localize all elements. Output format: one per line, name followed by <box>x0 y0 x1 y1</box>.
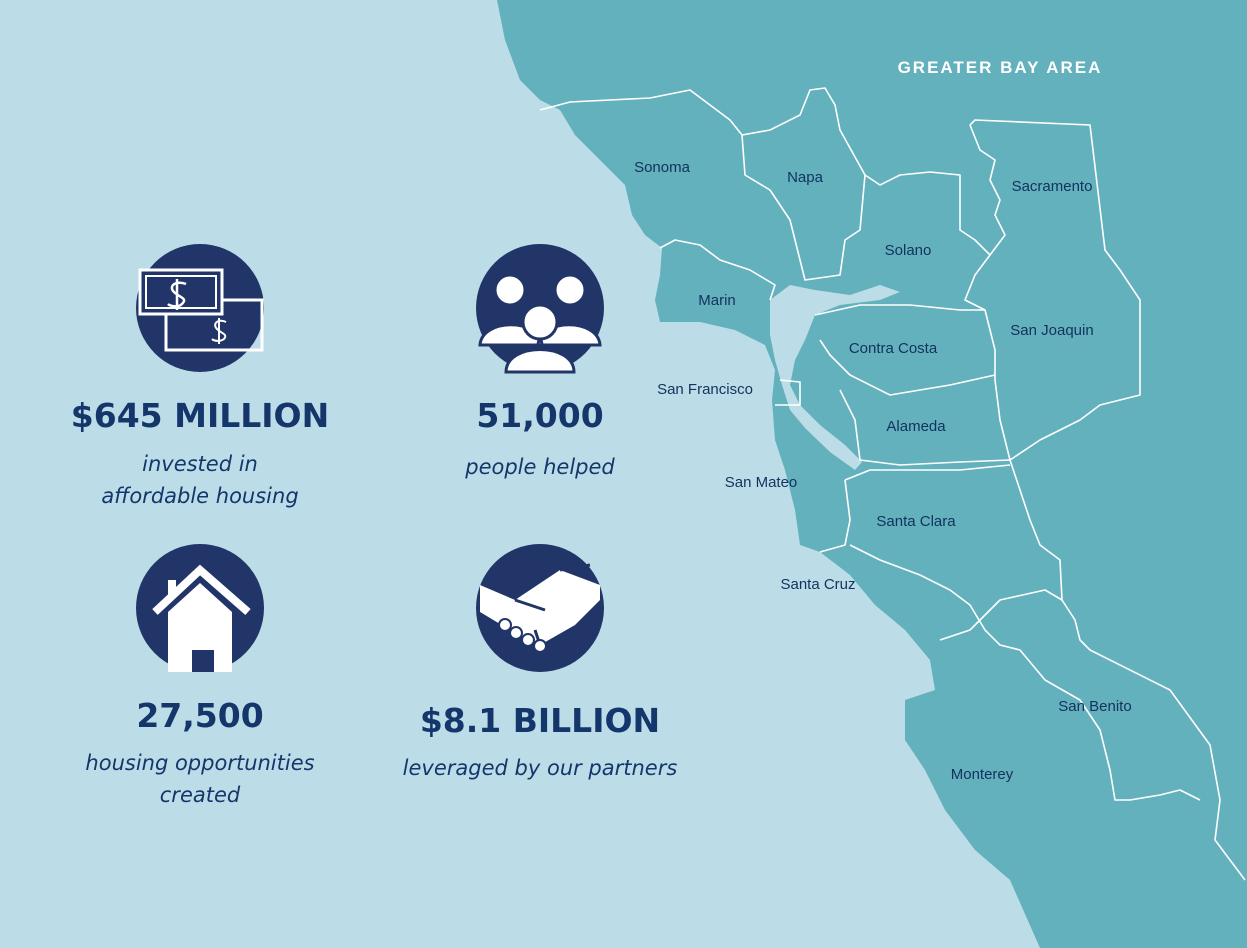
stat-caption: people helped <box>464 455 615 479</box>
stat-value: $645 MILLION <box>71 396 329 435</box>
house-icon <box>136 544 264 672</box>
county-label: Napa <box>787 169 824 186</box>
stat-caption: invested in <box>142 452 258 476</box>
stat-caption: created <box>160 783 241 807</box>
county-label: Sacramento <box>1012 178 1093 195</box>
map-title: GREATER BAY AREA <box>898 58 1103 77</box>
county-label: San Joaquin <box>1010 322 1093 339</box>
stat-value: $8.1 BILLION <box>420 701 660 740</box>
county-label: San Francisco <box>657 381 753 398</box>
stat-caption: affordable housing <box>101 484 298 508</box>
stat-caption: housing opportunities <box>85 751 314 775</box>
county-label: Contra Costa <box>849 340 938 357</box>
county-label: Santa Clara <box>876 513 956 530</box>
money-icon <box>136 244 264 372</box>
county-label: San Mateo <box>725 474 798 491</box>
county-label: Marin <box>698 292 736 309</box>
county-label: Alameda <box>886 418 946 435</box>
people-icon <box>476 244 604 374</box>
county-label: Sonoma <box>634 159 691 176</box>
county-label: San Benito <box>1058 698 1131 715</box>
county-borders <box>539 87 1246 881</box>
bay-water <box>770 285 900 470</box>
stat-value: 27,500 <box>136 696 263 735</box>
county-label: Santa Cruz <box>780 576 855 593</box>
handshake-icon <box>476 544 604 672</box>
land <box>497 0 1247 948</box>
stat-caption: leveraged by our partners <box>403 756 678 780</box>
county-label: Monterey <box>951 766 1014 783</box>
stat-value: 51,000 <box>476 396 603 435</box>
county-label: Solano <box>885 242 932 259</box>
